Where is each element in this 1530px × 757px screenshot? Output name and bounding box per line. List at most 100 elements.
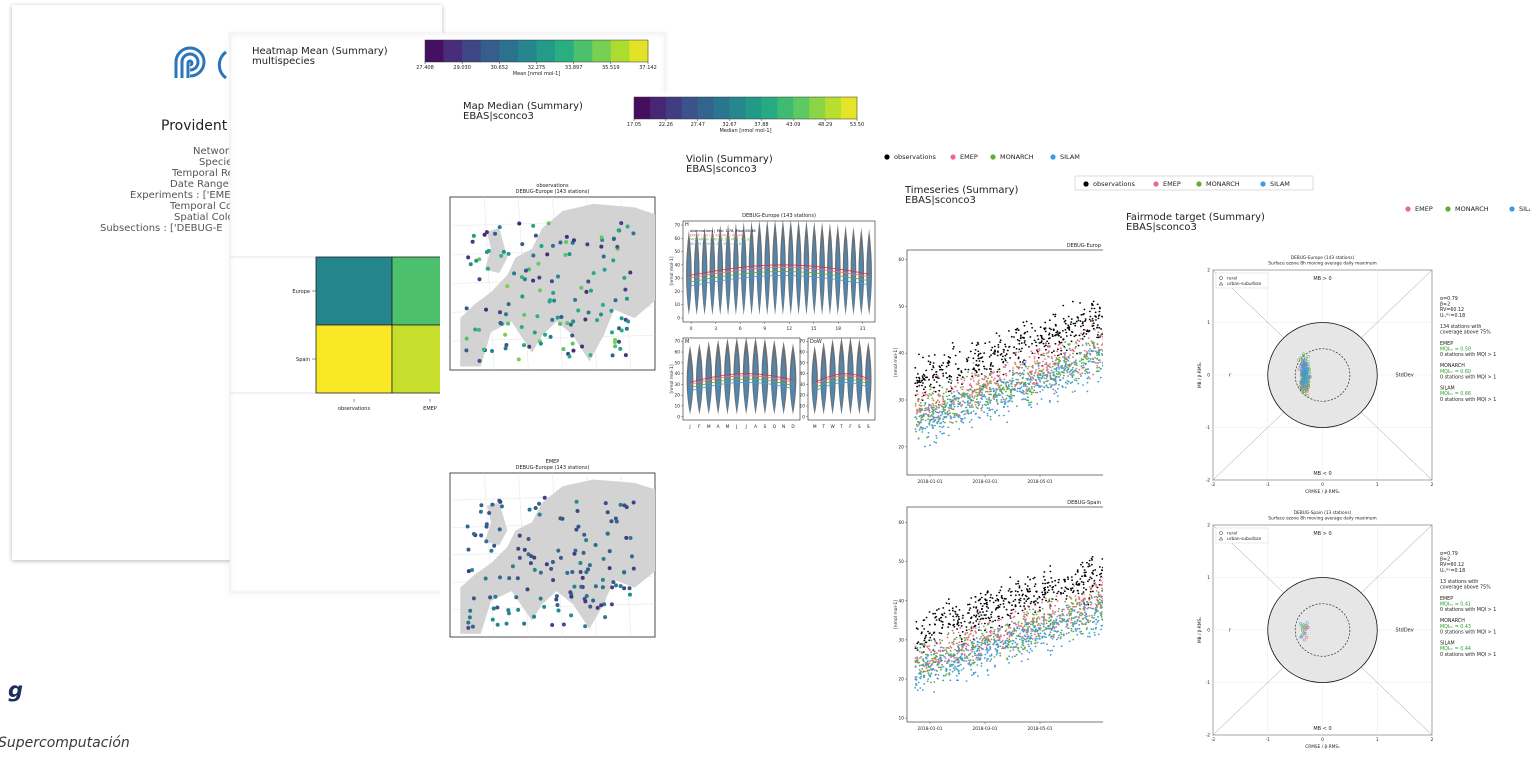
station — [522, 621, 527, 626]
colorbar-bin — [793, 97, 810, 119]
colorbar-bin — [697, 97, 714, 119]
y-tick-label: 70 — [675, 339, 681, 345]
cover-title: Provident — [161, 118, 228, 134]
x-tick-label: J — [735, 424, 737, 430]
station — [581, 550, 586, 555]
station — [517, 221, 522, 226]
y-tick-label: 60 — [899, 257, 905, 263]
station — [624, 535, 629, 540]
x-tick-label: 0 — [1321, 482, 1324, 488]
colorbar-bin — [825, 97, 842, 119]
station — [605, 531, 610, 536]
x-tick-label: 21 — [860, 326, 866, 332]
station — [512, 271, 517, 276]
station — [587, 563, 592, 568]
station — [546, 221, 551, 226]
note: MQIₕₙ = 0.50 — [1440, 346, 1471, 352]
stats-line: MONARCH | Min: 0.22, Max: 69.92 — [690, 238, 751, 242]
station-point — [1301, 627, 1304, 631]
y-tick-label: 70 — [675, 222, 681, 228]
station — [616, 228, 621, 233]
station — [580, 344, 585, 349]
y-tick-label: 50 — [800, 360, 806, 366]
x-tick-label: 6 — [739, 326, 742, 332]
x-tick-label: 2 — [1431, 482, 1434, 488]
station-point — [1300, 624, 1304, 628]
colorbar-tick-label: 17.05 — [627, 122, 641, 128]
panel-title: DEBUG-Spain (13 stations) — [1294, 510, 1352, 516]
station — [601, 556, 606, 561]
station — [593, 584, 598, 589]
colorbar-bin — [536, 40, 556, 62]
station — [477, 327, 482, 332]
station — [516, 357, 521, 362]
note: 0 stations with MQI > 1 — [1440, 352, 1496, 358]
station — [570, 333, 575, 338]
note: 0 stations with MQI > 1 — [1440, 629, 1496, 635]
page-subtitle: EBAS|sconco3 — [686, 164, 757, 175]
colorbar-bin — [610, 40, 630, 62]
note: 134 stations with — [1440, 324, 1481, 330]
station — [504, 621, 509, 626]
station — [564, 240, 569, 245]
station — [477, 358, 482, 363]
station-point — [1306, 368, 1309, 371]
note: MQIₕₙ = 0.60 — [1440, 369, 1471, 375]
station — [520, 242, 525, 247]
land — [460, 479, 655, 634]
station — [623, 353, 628, 358]
x-tick-label: 18 — [835, 326, 841, 332]
station-point — [1300, 635, 1303, 638]
colorbar-bin — [665, 97, 683, 119]
colorbar-tick-label: 35.519 — [602, 65, 620, 71]
station — [628, 270, 633, 275]
legend-label: MONARCH — [1206, 180, 1240, 188]
station — [537, 512, 542, 517]
station — [528, 561, 533, 566]
y-tick-label: 40 — [899, 598, 905, 604]
y-tick-label: 30 — [899, 398, 905, 404]
station — [501, 249, 506, 254]
station — [574, 527, 579, 532]
legend-marker — [1083, 181, 1089, 187]
station — [578, 560, 583, 565]
logo — [174, 46, 227, 80]
station — [505, 284, 510, 289]
station — [610, 330, 615, 335]
station — [537, 501, 542, 506]
station — [532, 567, 537, 572]
x-tick-label: S — [867, 424, 870, 430]
median-line — [689, 375, 794, 385]
violin-model — [706, 354, 711, 411]
x-tick-label: 0 — [690, 326, 693, 332]
station — [569, 594, 574, 599]
station — [542, 604, 547, 609]
y-tick-label: 10 — [675, 403, 681, 409]
note: SILAM — [1440, 641, 1455, 647]
station-point — [1297, 368, 1301, 372]
station — [468, 608, 473, 613]
station — [471, 233, 476, 238]
legend-marker — [1509, 206, 1515, 212]
x-tick-label: J — [745, 424, 747, 430]
station — [497, 225, 502, 230]
x-tick-label: 9 — [763, 326, 766, 332]
station — [520, 294, 525, 299]
marker-urban — [1218, 281, 1224, 286]
station-point — [1305, 621, 1309, 625]
x-tick-label: O — [773, 424, 777, 430]
station — [609, 308, 614, 313]
colorbar-bin — [649, 97, 667, 119]
legend-marker — [1445, 206, 1451, 212]
violin-model — [773, 235, 777, 311]
station — [477, 257, 482, 262]
station — [555, 603, 560, 608]
station — [510, 564, 515, 569]
station — [624, 326, 629, 331]
panel-title: DEBUG-Spain — [1067, 500, 1101, 506]
station — [495, 622, 500, 627]
cover-line: Network : — [193, 146, 241, 157]
station — [493, 594, 498, 599]
station — [600, 577, 605, 582]
station — [588, 604, 593, 609]
